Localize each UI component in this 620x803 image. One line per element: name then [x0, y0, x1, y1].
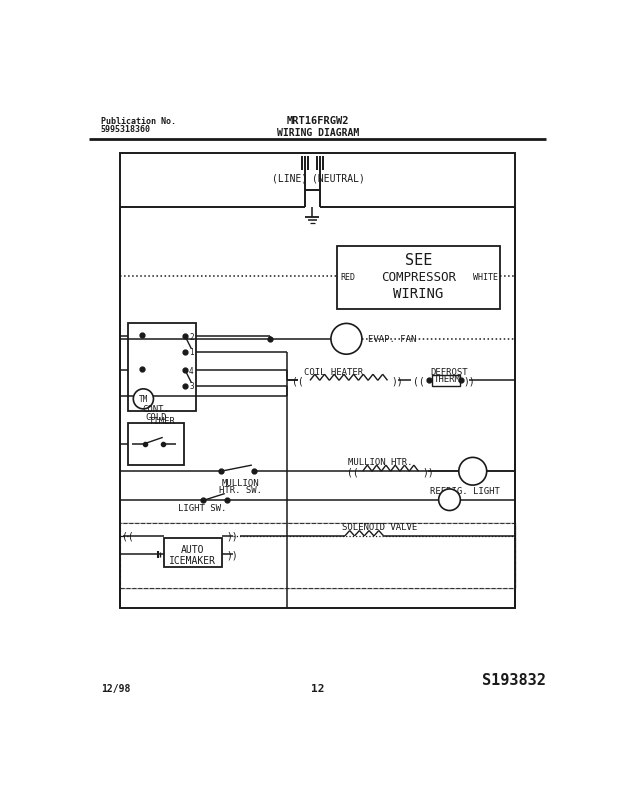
Text: ((: (( — [413, 376, 424, 386]
Text: )): )) — [227, 532, 238, 541]
Text: SEE: SEE — [405, 253, 432, 267]
Bar — [120, 524, 515, 589]
Text: 5995318360: 5995318360 — [100, 125, 151, 134]
Text: WHITE: WHITE — [472, 272, 497, 282]
Text: LIGHT SW.: LIGHT SW. — [179, 503, 227, 512]
Text: MULLION: MULLION — [221, 478, 259, 487]
Text: DEFROST: DEFROST — [431, 367, 468, 376]
Text: COLD: COLD — [145, 413, 167, 422]
Text: ((: (( — [122, 532, 134, 541]
Text: TM: TM — [139, 395, 148, 404]
Text: SOLENOID VALVE: SOLENOID VALVE — [342, 523, 417, 532]
Text: HTR. SW.: HTR. SW. — [219, 486, 262, 495]
Bar — [433, 376, 459, 386]
Text: RED: RED — [340, 272, 355, 282]
Text: CONT.: CONT. — [143, 405, 169, 414]
Text: WIRING: WIRING — [393, 287, 444, 301]
Circle shape — [133, 389, 153, 410]
Bar — [120, 524, 515, 589]
Text: )): )) — [463, 376, 475, 386]
Circle shape — [439, 489, 460, 511]
Bar — [337, 247, 500, 309]
Text: ((: (( — [347, 467, 358, 477]
Circle shape — [331, 324, 362, 355]
Text: ICEMAKER: ICEMAKER — [169, 555, 216, 565]
Text: )): )) — [227, 550, 238, 560]
Text: TIMER: TIMER — [149, 417, 175, 426]
Text: 1: 1 — [189, 348, 193, 357]
Text: 12: 12 — [311, 683, 324, 694]
Text: COMPRESSOR: COMPRESSOR — [381, 271, 456, 283]
Text: AUTO: AUTO — [181, 544, 205, 554]
Text: THERM.: THERM. — [433, 375, 466, 384]
Bar — [120, 154, 515, 608]
Text: )): )) — [392, 376, 404, 386]
Text: 12/98: 12/98 — [100, 683, 130, 694]
Bar — [128, 324, 196, 412]
Circle shape — [459, 458, 487, 486]
Bar — [164, 539, 223, 568]
Text: Publication No.: Publication No. — [100, 116, 175, 125]
Text: (LINE): (LINE) — [272, 173, 308, 183]
Text: REFRIG. LIGHT: REFRIG. LIGHT — [430, 487, 500, 495]
Text: EVAP. FAN: EVAP. FAN — [368, 335, 417, 344]
Bar — [128, 423, 184, 466]
Text: MRT16FRGW2: MRT16FRGW2 — [286, 116, 349, 126]
Text: MULLION HTR.: MULLION HTR. — [347, 458, 412, 467]
Text: S193832: S193832 — [482, 672, 546, 687]
Text: WIRING DIAGRAM: WIRING DIAGRAM — [277, 128, 359, 138]
Text: 3: 3 — [189, 381, 193, 391]
Text: (NEUTRAL): (NEUTRAL) — [312, 173, 365, 183]
Text: COIL HEATER: COIL HEATER — [304, 367, 363, 376]
Text: )): )) — [422, 467, 433, 477]
Text: ((: (( — [293, 376, 304, 386]
Text: 4: 4 — [189, 366, 193, 376]
Text: 2: 2 — [189, 332, 193, 341]
